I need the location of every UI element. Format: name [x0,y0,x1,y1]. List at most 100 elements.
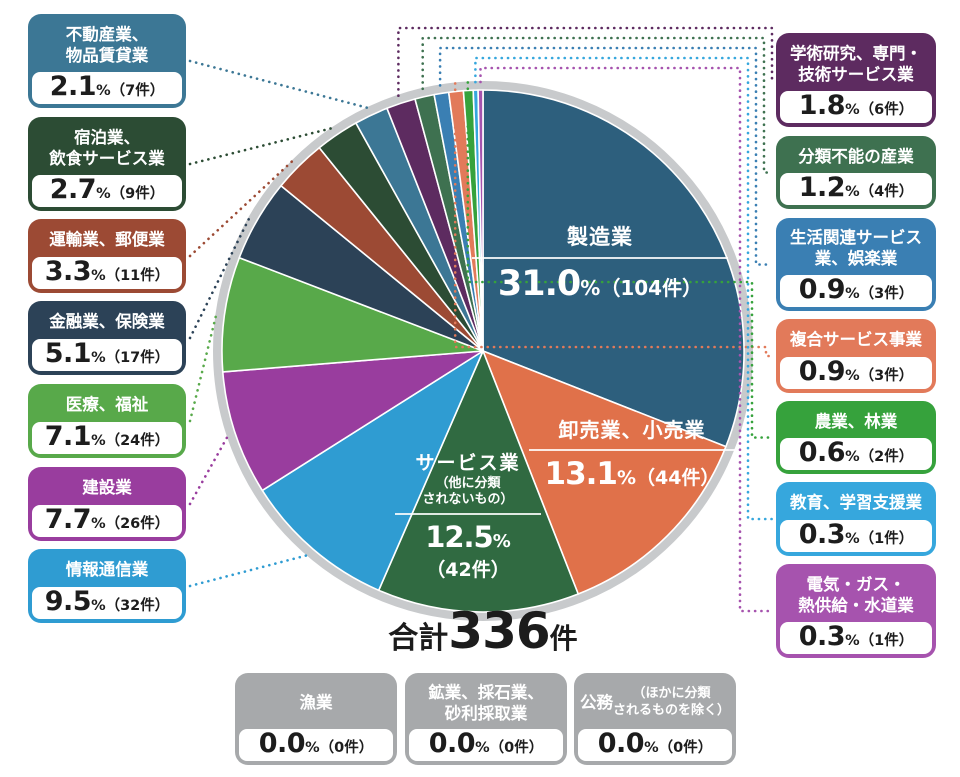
total-prefix: 合計 [388,621,449,656]
label-box-count: %（7件） [96,82,165,99]
pie-slice-services-nec [377,350,579,613]
total-label: 合計336件 [333,602,633,660]
label-box-value: 0.6%（2件） [780,436,932,470]
label-box-title: 電気・ガス・ 熱供給・水道業 [798,574,914,615]
label-box-title: 金融業、保険業 [49,312,165,332]
label-box-percent: 3.3 [44,255,92,287]
label-box-count: %（3件） [845,367,914,384]
label-box-percent: 7.7 [44,503,92,535]
label-box-percent: 7.1 [44,420,92,452]
label-box-count: %（0件） [475,739,544,756]
label-box-percent: 5.1 [44,337,92,369]
label-box-count: %（2件） [845,448,914,465]
label-box-value: 1.2%（4件） [780,172,932,205]
label-box-life-related-services: 生活関連サービス 業、娯楽業 0.9%（3件） [776,218,936,311]
label-box-count: %（0件） [305,739,374,756]
label-box-title-main: 公務 [580,693,613,713]
label-box-title: 教育、学習支援業 [790,493,922,513]
total-unit: 件 [549,622,578,655]
label-box-government-services: 公務 （ほかに分類 されるものを除く） 0.0%（0件） [574,673,736,765]
label-box-academic-research-technical: 学術研究、専門・ 技術サービス業 1.8%（6件） [776,33,936,127]
label-box-compound-services: 複合サービス事業 0.9%（3件） [776,319,936,393]
label-box-percent: 0.9 [798,355,846,387]
label-box-count: %（1件） [845,530,914,547]
label-box-education-learning-support: 教育、学習支援業 0.3%（1件） [776,482,936,556]
total-value: 336 [448,602,550,660]
label-box-agriculture-forestry: 農業、林業 0.6%（2件） [776,401,936,474]
label-box-value: 7.7%（26件） [32,503,182,537]
label-box-title: 医療、福祉 [65,395,149,415]
label-box-percent: 0.0 [258,727,306,759]
label-box-title: 鉱業、採石業、 砂利採取業 [428,682,544,723]
label-box-percent: 1.8 [798,89,846,121]
leader-line [188,126,334,166]
label-box-value: 0.0%（0件） [578,727,732,761]
label-box-percent: 9.5 [44,585,92,617]
label-box-value: 0.3%（1件） [780,621,932,654]
pie-slice-manufacturing [482,89,745,448]
label-box-information-communications: 情報通信業 9.5%（32件） [28,549,186,623]
label-box-title: 生活関連サービス 業、娯楽業 [790,228,922,269]
label-box-real-estate-leasing: 不動産業、 物品賃貸業 2.1%（7件） [28,14,186,108]
label-box-value: 1.8%（6件） [780,89,932,123]
leader-line [188,311,218,423]
label-box-count: %（9件） [96,185,165,202]
label-box-title: 運輸業、郵便業 [49,230,165,250]
label-box-count: %（0件） [644,739,713,756]
label-box-title: 公務 （ほかに分類 されるものを除く） [578,677,732,729]
label-box-fishery: 漁業 0.0%（0件） [235,673,397,765]
leader-line [474,56,774,521]
label-box-title: 建設業 [82,478,132,498]
leader-line [466,81,774,439]
leader-line [397,26,774,97]
label-box-count: %（11件） [91,267,170,284]
label-box-title-note: （ほかに分類 されるものを除く） [613,686,731,718]
pie-slice-construction [222,350,484,492]
label-box-value: 5.1%（17件） [32,337,182,371]
label-box-title: 農業、林業 [814,411,898,431]
leader-line [438,46,774,266]
label-box-title: 不動産業、 物品賃貸業 [65,24,149,65]
leader-line [421,36,774,174]
label-box-count: %（26件） [91,515,170,532]
label-box-unclassifiable-industries: 分類不能の産業 1.2%（4件） [776,136,936,209]
label-box-value: 2.7%（9件） [32,174,182,207]
pie-slice-information-communications [261,350,484,592]
label-box-value: 3.3%（11件） [32,255,182,289]
label-box-mining-quarrying-gravel: 鉱業、採石業、 砂利採取業 0.0%（0件） [405,673,567,765]
label-box-percent: 0.6 [798,436,846,468]
label-box-count: %（3件） [845,285,914,302]
label-box-percent: 0.9 [798,273,846,305]
label-box-title: 漁業 [299,693,333,713]
label-box-transport-postal: 運輸業、郵便業 3.3%（11件） [28,219,186,293]
leader-line [188,158,295,258]
label-box-count: %（32件） [91,597,170,614]
label-box-title: 分類不能の産業 [798,146,914,166]
label-box-percent: 0.0 [597,727,645,759]
label-box-value: 0.0%（0件） [409,727,563,761]
label-box-finance-insurance: 金融業、保険業 5.1%（17件） [28,301,186,375]
label-box-value: 0.3%（1件） [780,518,932,552]
label-box-value: 0.0%（0件） [239,727,393,761]
label-box-title: 宿泊業、 飲食サービス業 [49,127,165,168]
leader-line [453,82,774,358]
label-box-accommodation-food-services: 宿泊業、 飲食サービス業 2.7%（9件） [28,117,186,211]
pie-slice-electricity-gas-heat-water [477,89,484,352]
label-box-value: 0.9%（3件） [780,355,932,389]
label-box-percent: 2.1 [49,70,97,102]
label-box-electricity-gas-heat-water: 電気・ガス・ 熱供給・水道業 0.3%（1件） [776,564,936,658]
leader-line [188,553,310,588]
pie-slice-wholesale-retail [482,350,727,595]
label-box-count: %（17件） [91,349,170,366]
label-box-percent: 0.0 [428,727,476,759]
leader-line [188,59,370,110]
label-box-construction: 建設業 7.7%（26件） [28,467,186,541]
label-box-count: %（1件） [845,632,914,649]
leader-line [188,214,252,340]
label-box-count: %（4件） [845,183,914,200]
label-box-percent: 0.3 [798,518,846,550]
pie-slice-medical-welfare [221,256,484,373]
label-box-title: 複合サービス事業 [790,330,922,350]
